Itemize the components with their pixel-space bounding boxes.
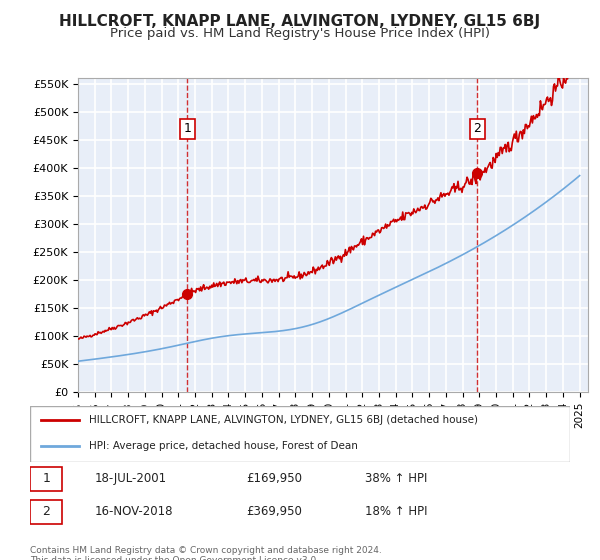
Text: Contains HM Land Registry data © Crown copyright and database right 2024.
This d: Contains HM Land Registry data © Crown c… — [30, 546, 382, 560]
Text: HILLCROFT, KNAPP LANE, ALVINGTON, LYDNEY, GL15 6BJ (detached house): HILLCROFT, KNAPP LANE, ALVINGTON, LYDNEY… — [89, 415, 478, 425]
FancyBboxPatch shape — [30, 500, 62, 524]
Text: 2: 2 — [473, 122, 481, 136]
Text: Price paid vs. HM Land Registry's House Price Index (HPI): Price paid vs. HM Land Registry's House … — [110, 27, 490, 40]
Text: HPI: Average price, detached house, Forest of Dean: HPI: Average price, detached house, Fore… — [89, 441, 358, 451]
Text: 16-NOV-2018: 16-NOV-2018 — [95, 505, 173, 519]
Text: £369,950: £369,950 — [246, 505, 302, 519]
FancyBboxPatch shape — [30, 406, 570, 462]
Text: 18% ↑ HPI: 18% ↑ HPI — [365, 505, 427, 519]
Text: 1: 1 — [184, 122, 191, 136]
FancyBboxPatch shape — [30, 466, 62, 491]
Text: 1: 1 — [42, 472, 50, 485]
Text: 18-JUL-2001: 18-JUL-2001 — [95, 472, 167, 485]
Text: 38% ↑ HPI: 38% ↑ HPI — [365, 472, 427, 485]
Text: HILLCROFT, KNAPP LANE, ALVINGTON, LYDNEY, GL15 6BJ: HILLCROFT, KNAPP LANE, ALVINGTON, LYDNEY… — [59, 14, 541, 29]
Text: £169,950: £169,950 — [246, 472, 302, 485]
Text: 2: 2 — [42, 505, 50, 519]
